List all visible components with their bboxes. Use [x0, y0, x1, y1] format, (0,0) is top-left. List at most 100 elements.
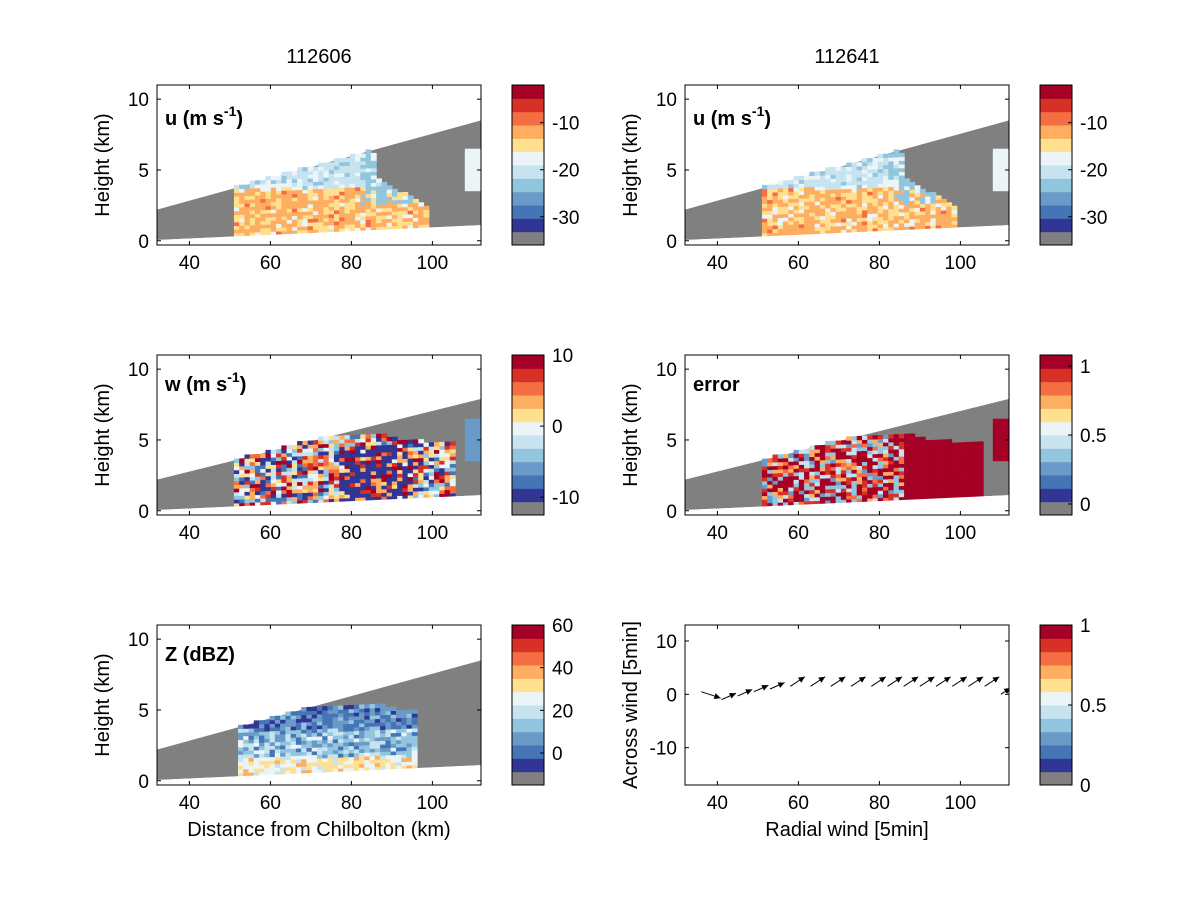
data-cell	[386, 225, 393, 231]
data-cell	[259, 753, 265, 758]
data-cell	[861, 487, 868, 492]
data-cell	[260, 497, 267, 503]
data-cell	[861, 457, 868, 463]
data-cell	[402, 495, 409, 500]
data-cell	[385, 718, 392, 723]
data-cell	[332, 731, 339, 736]
data-cell	[349, 216, 356, 221]
data-cell	[930, 195, 937, 200]
data-cell	[348, 723, 355, 728]
data-cell	[798, 479, 805, 484]
data-cell	[951, 220, 958, 225]
x-tick-label: 80	[341, 793, 362, 814]
data-cell	[914, 203, 921, 209]
data-cell	[830, 211, 837, 216]
data-cell	[265, 449, 272, 455]
data-cell	[244, 461, 251, 467]
data-cell	[444, 452, 451, 457]
data-cell	[322, 768, 329, 774]
data-cell	[877, 187, 884, 192]
data-cell	[783, 472, 789, 477]
data-cell	[385, 706, 392, 712]
data-cell	[344, 198, 351, 203]
data-cell	[253, 749, 260, 755]
data-cell	[909, 481, 916, 486]
data-cell	[244, 228, 251, 233]
data-cell	[344, 479, 351, 484]
data-cell	[312, 480, 319, 486]
data-cell	[297, 189, 303, 194]
data-cell	[339, 161, 346, 167]
data-cell	[302, 200, 309, 205]
data-cell	[239, 502, 246, 507]
data-cell	[301, 758, 308, 763]
data-cell	[343, 734, 350, 739]
data-cell	[360, 438, 367, 443]
data-cell	[840, 473, 847, 478]
data-cell	[777, 461, 784, 466]
data-cell	[893, 445, 900, 450]
data-cell	[846, 451, 853, 456]
data-cell	[444, 482, 451, 487]
data-cell	[291, 452, 298, 457]
data-cell	[940, 439, 947, 444]
data-cell	[270, 486, 277, 491]
data-cell	[418, 202, 425, 207]
data-cell	[972, 441, 979, 446]
data-cell	[418, 205, 425, 211]
data-cell	[238, 768, 244, 774]
data-cell	[238, 735, 244, 741]
data-cell	[867, 464, 874, 470]
data-cell	[286, 485, 293, 490]
data-cell	[835, 469, 842, 475]
data-cell	[825, 488, 831, 494]
data-cell	[328, 480, 335, 485]
data-cell	[332, 716, 339, 722]
data-cell	[376, 182, 382, 187]
data-cell	[439, 441, 446, 447]
below-horizon	[157, 225, 481, 245]
data-cell	[819, 222, 826, 228]
data-cell	[365, 441, 372, 446]
data-cell	[353, 704, 360, 710]
data-cell	[930, 214, 937, 219]
data-cell	[798, 212, 805, 218]
y-tick-label: 5	[138, 431, 149, 452]
data-cell	[904, 492, 910, 497]
wind-arrow-head	[943, 676, 951, 683]
colorbar-swatch	[1040, 151, 1072, 166]
data-cell	[244, 476, 251, 481]
data-cell	[348, 749, 355, 754]
data-cell	[412, 220, 419, 226]
data-cell	[825, 226, 831, 231]
data-cell	[395, 732, 402, 737]
data-cell	[359, 745, 365, 750]
data-cell	[253, 757, 260, 762]
data-cell	[972, 463, 979, 468]
data-cell	[322, 724, 329, 729]
data-cell	[276, 179, 282, 184]
data-cell	[914, 459, 921, 464]
data-cell	[306, 758, 313, 763]
data-cell	[365, 212, 372, 217]
data-cell	[318, 170, 325, 175]
data-cell	[376, 477, 382, 483]
data-cell	[930, 469, 937, 474]
data-cell	[244, 483, 251, 489]
data-cell	[281, 460, 288, 465]
data-cell	[411, 720, 418, 725]
data-cell	[328, 195, 335, 200]
data-cell	[318, 228, 325, 234]
data-cell	[872, 213, 879, 218]
data-cell	[338, 712, 344, 718]
data-cell	[788, 457, 795, 462]
data-cell	[386, 484, 393, 490]
data-cell	[307, 211, 314, 216]
data-cell	[893, 474, 900, 479]
data-cell	[307, 214, 314, 220]
data-cell	[243, 742, 250, 748]
data-cell	[830, 444, 837, 449]
data-cell	[318, 203, 325, 208]
data-cell	[243, 765, 250, 770]
data-cell	[962, 445, 968, 451]
